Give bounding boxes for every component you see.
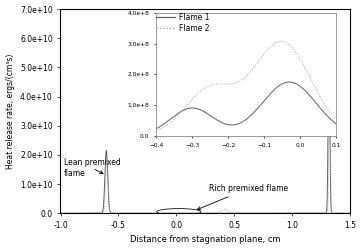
Legend: Flame 1, Flame 2: Flame 1, Flame 2 <box>156 13 209 33</box>
Text: Lean premixed
flame: Lean premixed flame <box>64 158 121 178</box>
Text: Diffusion flame: Diffusion flame <box>277 22 336 70</box>
Y-axis label: Heat release rate, ergs/(cm³s): Heat release rate, ergs/(cm³s) <box>5 54 14 169</box>
X-axis label: Distance from stagnation plane, cm: Distance from stagnation plane, cm <box>130 236 281 244</box>
Text: Rich premixed flame: Rich premixed flame <box>197 184 288 210</box>
